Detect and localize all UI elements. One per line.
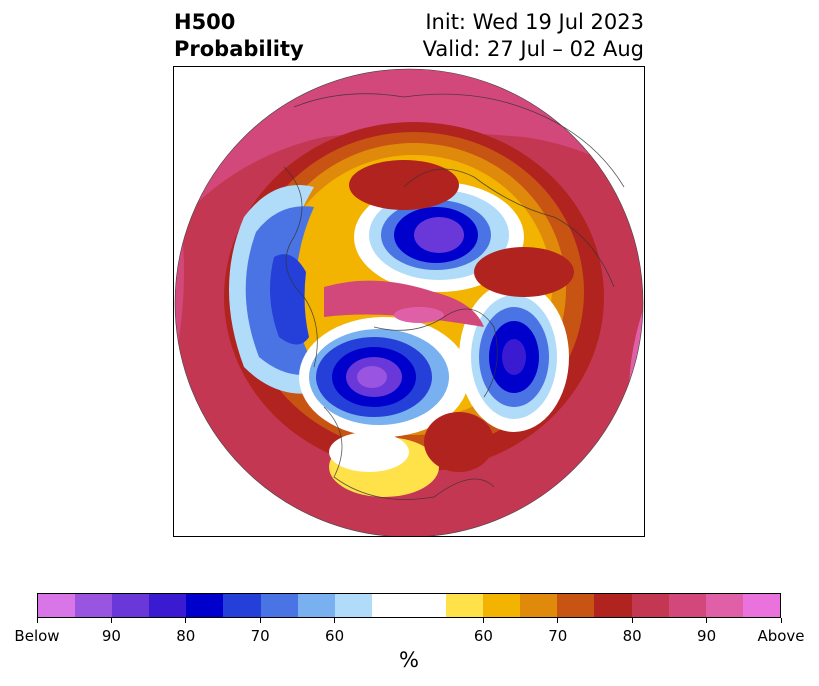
colorbar-tick — [706, 618, 708, 623]
colorbar-segment — [38, 594, 76, 617]
title-line-1: H500 — [174, 10, 236, 34]
colorbar-segment — [75, 594, 113, 617]
colorbar-segment — [705, 594, 743, 617]
colorbar-tick — [557, 618, 559, 623]
colorbar-segment — [260, 594, 298, 617]
map-frame — [173, 66, 645, 537]
colorbar-segment — [186, 594, 224, 617]
coastlines — [283, 93, 625, 500]
colorbar-segment — [742, 594, 780, 617]
colorbar-tick — [334, 618, 336, 623]
valid-date-range: Valid: 27 Jul – 02 Aug — [422, 37, 644, 61]
colorbar-unit: % — [399, 648, 419, 672]
colorbar-segment — [668, 594, 706, 617]
colorbar-segment — [149, 594, 187, 617]
colorbar-tick-label: 70 — [250, 627, 270, 645]
colorbar-segment — [594, 594, 632, 617]
colorbar-tick-label: 80 — [176, 627, 196, 645]
colorbar-segment — [112, 594, 150, 617]
chart-title: H500 Probability — [174, 9, 304, 63]
colorbar-segment — [408, 594, 447, 617]
colorbar-tick — [482, 618, 484, 623]
colorbar-tick — [780, 618, 782, 623]
colorbar-tick — [36, 618, 38, 623]
colorbar-tick — [631, 618, 633, 623]
colorbar-segment — [520, 594, 558, 617]
colorbar — [37, 593, 781, 618]
colorbar-segment — [631, 594, 669, 617]
colorbar-tick — [185, 618, 187, 623]
colorbar-segment — [223, 594, 261, 617]
colorbar-tick — [110, 618, 112, 623]
colorbar-tick-label: 90 — [697, 627, 717, 645]
title-line-2: Probability — [174, 37, 304, 61]
colorbar-tick-label: Below — [14, 627, 60, 645]
colorbar-tick-label: 80 — [622, 627, 642, 645]
colorbar-segment — [334, 594, 372, 617]
probability-field — [175, 69, 643, 536]
colorbar-tick-label: 90 — [101, 627, 121, 645]
date-info: Init: Wed 19 Jul 2023 Valid: 27 Jul – 02… — [423, 9, 644, 63]
colorbar-segment — [371, 594, 409, 617]
colorbar-segment — [446, 594, 484, 617]
colorbar-tick-label: Above — [757, 627, 805, 645]
map-boundary — [174, 68, 644, 536]
init-date: Init: Wed 19 Jul 2023 — [425, 10, 644, 34]
colorbar-tick-label: 60 — [473, 627, 493, 645]
colorbar-segment — [483, 594, 521, 617]
colorbar-segment — [297, 594, 335, 617]
colorbar-segment — [557, 594, 595, 617]
colorbar-tick — [259, 618, 261, 623]
polar-map — [174, 68, 644, 536]
colorbar-tick-label: 60 — [325, 627, 345, 645]
colorbar-tick-label: 70 — [548, 627, 568, 645]
